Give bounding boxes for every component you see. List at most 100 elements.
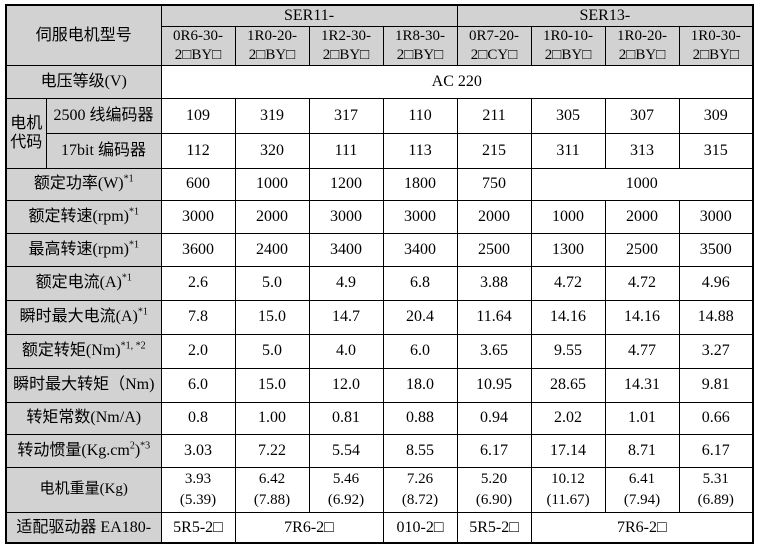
value-text: 3400: [330, 240, 363, 258]
corner-cell-motor-model: 伺服电机型号: [5, 4, 162, 66]
value-text: 3000: [330, 207, 363, 225]
table-row-torque-const: 转矩常数(Nm/A) 0.8 1.00 0.81 0.88 0.94 2.02 1.01 0.6…: [5, 401, 754, 435]
value-cell: 28.65: [530, 367, 606, 403]
value-text: 211: [482, 106, 506, 124]
value-text: 14.16: [624, 308, 661, 326]
value-text: 8.55: [406, 441, 435, 459]
value-text: 1800: [404, 175, 437, 193]
value-text: 11.64: [476, 308, 512, 326]
table-row-max-current: 瞬时最大电流(A)*1 7.8 15.0 14.7 20.4 11.64 14.16 14.1…: [5, 299, 754, 335]
value-cell: 2500: [604, 232, 680, 267]
value-text: 2000: [478, 207, 511, 225]
value-text: 320: [260, 141, 285, 159]
model-header-cell: 1R2-30- 2□BY□: [308, 25, 384, 66]
table-row-enc17: 17bit 编码器 112 320 111 113 215 311 313 315: [6, 132, 754, 169]
value-cell: 3500: [678, 232, 754, 267]
value-cell: 309: [678, 97, 754, 134]
value-cell: 3000: [160, 199, 236, 234]
row-label-weight: 电机重量(Kg): [5, 466, 162, 513]
value-text: 4.72: [628, 274, 657, 292]
value-cell: 4.96: [678, 265, 754, 301]
label-superscript: *1, *2: [120, 341, 146, 353]
series-header-ser13: SER13-: [456, 4, 754, 27]
value-text: 5.20: [480, 471, 508, 488]
value-cell: 0.81: [308, 401, 384, 435]
value-cell: 4.72: [604, 265, 680, 301]
value-text: 7R6-2□: [284, 518, 334, 536]
value-text: 28.65: [550, 376, 587, 394]
value-cell: 15.0: [234, 367, 310, 403]
value-text: 14.31: [624, 376, 661, 394]
value-cell: 0.8: [160, 401, 236, 435]
value-text: 3000: [404, 207, 437, 225]
value-text: 10.95: [476, 376, 513, 394]
value-cell: 4.0: [308, 333, 384, 369]
value-text: 110: [408, 106, 432, 124]
value-text: 600: [186, 175, 211, 193]
value-cell: 14.31: [604, 367, 680, 403]
value-cell: AC 220: [160, 64, 754, 99]
table-row-enc2500: 电机 代码 2500 线编码器 109 319 317 110 211 305 307 309: [5, 97, 754, 169]
value-cell: 5R5-2□: [456, 511, 532, 544]
value-cell: 9.55: [530, 333, 606, 369]
label-superscript: 2: [129, 440, 135, 452]
value-cell: 14.88: [678, 299, 754, 335]
value-text: 311: [556, 141, 580, 159]
value-text: 6.0: [410, 342, 431, 360]
value-text: 10.12: [551, 471, 585, 488]
value-cell: 3400: [382, 232, 458, 267]
model-line: 1R0-30-: [690, 27, 741, 44]
value-cell: 14.16: [530, 299, 606, 335]
value-text: 5.0: [262, 274, 283, 292]
value-text-secondary: (7.94): [623, 491, 661, 508]
table-row-max-torque: 瞬时最大转矩（Nm) 6.0 15.0 12.0 18.0 10.95 28.65 14.31…: [5, 367, 754, 403]
value-cell: 18.0: [382, 367, 458, 403]
value-text: 319: [260, 106, 285, 124]
series-header-ser11: SER11-: [160, 4, 458, 27]
value-text: 2000: [256, 207, 289, 225]
value-text: 6.8: [410, 274, 431, 292]
value-text: 305: [556, 106, 581, 124]
value-text: 6.0: [188, 376, 209, 394]
value-cell: 2.0: [160, 333, 236, 369]
value-cell: 1.00: [234, 401, 310, 435]
value-text: 5.54: [332, 441, 361, 459]
value-cell: 112: [160, 132, 236, 169]
value-cell: 6.0: [382, 333, 458, 369]
value-text: 5.0: [262, 342, 283, 360]
value-text: 15.0: [258, 376, 287, 394]
model-line: 1R2-30-: [321, 27, 372, 44]
value-text-secondary: (6.92): [327, 491, 365, 508]
value-text: 2.02: [554, 409, 583, 427]
value-text-secondary: (6.89): [697, 491, 734, 508]
value-text: 9.55: [554, 342, 583, 360]
table-row-power: 额定功率(W)*1 600 1000 1200 1800 750 1000: [5, 167, 754, 201]
table-row-voltage: 电压等级(V) AC 220: [5, 64, 754, 99]
value-cell: 0.88: [382, 401, 458, 435]
value-cell: 5.0: [234, 265, 310, 301]
value-text: 3.88: [480, 274, 509, 292]
value-text: 6.41: [628, 471, 656, 488]
row-label-inertia: 转动惯量(Kg.cm2)*3: [5, 433, 162, 468]
value-text: 4.96: [701, 274, 730, 292]
value-text: 2000: [626, 207, 659, 225]
value-text-secondary: (11.67): [546, 491, 590, 508]
value-cell: 5.20 (6.90): [456, 466, 532, 513]
value-text: 3.65: [480, 342, 509, 360]
value-cell: 1200: [308, 167, 384, 201]
value-cell: 0.94: [456, 401, 532, 435]
row-label-max-speed: 最高转速(rpm)*1: [5, 232, 162, 267]
value-cell: 2400: [234, 232, 310, 267]
value-cell: 5R5-2□: [160, 511, 236, 544]
model-line: 2□BY□: [618, 46, 666, 63]
value-cell: 7R6-2□: [234, 511, 384, 544]
value-text: 3.93: [184, 471, 212, 488]
value-cell: 6.0: [160, 367, 236, 403]
value-text: 1.01: [628, 409, 657, 427]
spec-table-body: 电压等级(V) AC 220 电机 代码 2500 线编码器 109 319 317 110 21…: [5, 64, 754, 544]
value-cell: 305: [530, 97, 606, 134]
value-text: 4.9: [336, 274, 357, 292]
value-text-secondary: (5.39): [179, 491, 217, 508]
value-cell: 6.8: [382, 265, 458, 301]
model-header-cell: 1R0-20- 2□BY□: [234, 25, 310, 66]
